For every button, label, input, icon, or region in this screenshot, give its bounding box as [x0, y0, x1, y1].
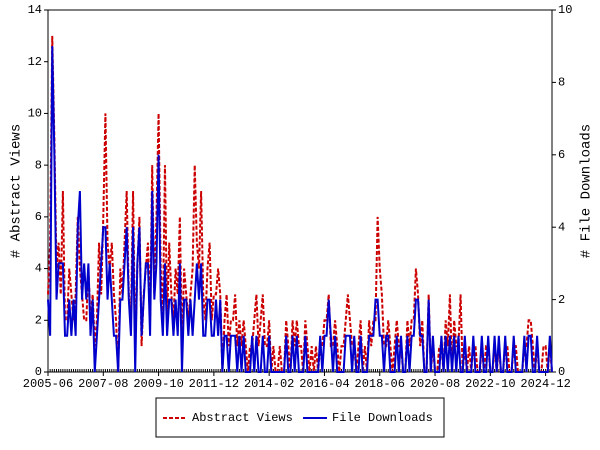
- x-tick-label: 2009-10: [133, 377, 183, 391]
- y2-tick-label: 8: [558, 76, 565, 90]
- y-axis-label: # Abstract Views: [9, 124, 25, 258]
- data-line: [47, 46, 553, 373]
- y2-tick-label: 2: [558, 293, 565, 307]
- y2-tick-label: 4: [558, 220, 565, 234]
- x-tick-label: 2011-12: [189, 377, 239, 391]
- y-tick-label: 12: [28, 55, 42, 69]
- y-tick-label: 2: [35, 313, 42, 327]
- y-tick-label: 0: [35, 365, 42, 379]
- legend: [155, 397, 445, 438]
- x-tick-label: 2024-12: [520, 377, 570, 391]
- y-tick-label: 4: [35, 262, 42, 276]
- x-tick-label: 2014-02: [244, 377, 294, 391]
- x-tick-label: 2005-06: [23, 377, 73, 391]
- x-tick-label: 2022-10: [465, 377, 515, 391]
- y-tick-label: 10: [28, 107, 42, 121]
- x-tick-label: 2016-04: [299, 377, 349, 391]
- legend-label: File Downloads: [332, 411, 433, 425]
- y2-tick-label: 6: [558, 148, 565, 162]
- x-tick-label: 2018-06: [355, 377, 405, 391]
- y2-tick-label: 10: [558, 3, 572, 17]
- legend-label: Abstract Views: [192, 411, 293, 425]
- x-tick-label: 2007-08: [78, 377, 128, 391]
- data-line: [47, 35, 553, 373]
- plot-frame: [47, 9, 553, 373]
- x-tick-label: 2020-08: [410, 377, 460, 391]
- y2-tick-label: 0: [558, 365, 565, 379]
- y-tick-label: 14: [28, 3, 42, 17]
- y2-axis-label: # File Downloads: [579, 124, 595, 258]
- y-tick-label: 8: [35, 158, 42, 172]
- y-tick-label: 6: [35, 210, 42, 224]
